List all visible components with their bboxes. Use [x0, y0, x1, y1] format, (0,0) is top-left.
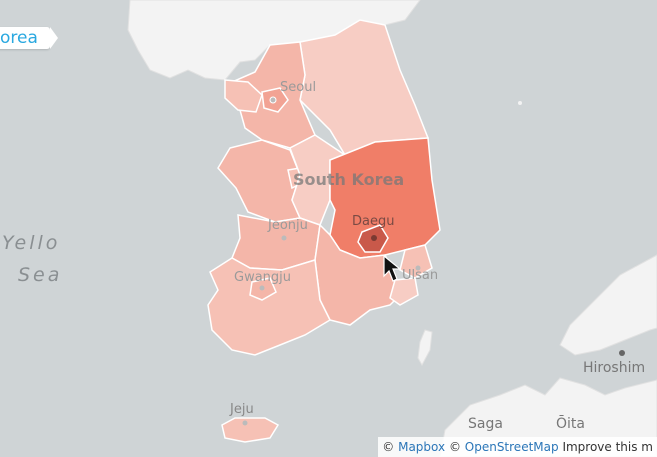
region-incheon[interactable] [224, 79, 263, 113]
daegu-marker [371, 235, 377, 241]
hiroshima-marker [619, 350, 625, 356]
seoul-marker [269, 96, 277, 104]
region-jeju[interactable] [221, 417, 280, 443]
label-daegu: Daegu [352, 214, 395, 229]
jeju-marker [242, 420, 248, 426]
region-gyeongbuk[interactable] [329, 137, 441, 259]
north-korea-land [127, 0, 421, 81]
label-seoul: Seoul [280, 80, 317, 95]
region-ulsan[interactable] [399, 244, 433, 279]
label-south-korea: South Korea [293, 170, 405, 189]
japan-land [559, 254, 657, 356]
mapbox-link[interactable]: Mapbox [398, 440, 446, 454]
region-chungbuk[interactable] [289, 134, 347, 226]
breadcrumb[interactable]: orea [0, 27, 58, 49]
copyright-mark-2: © [448, 440, 461, 454]
mouse-cursor-icon [383, 254, 402, 282]
map-attribution: © Mapbox © OpenStreetMap Improve this m [378, 437, 657, 457]
label-yellow-sea-1: Yello [2, 232, 61, 254]
label-ulsan: Ulsan [402, 268, 439, 283]
label-jeonju: Jeonju [268, 218, 308, 233]
region-jeonnam[interactable] [207, 257, 331, 356]
jeonju-marker [281, 235, 287, 241]
label-oita: Ōita [556, 416, 585, 432]
label-gwangju: Gwangju [234, 270, 292, 285]
region-busan[interactable] [389, 277, 419, 306]
label-saga: Saga [468, 416, 503, 432]
openstreetmap-link[interactable]: OpenStreetMap [464, 440, 559, 454]
region-gangwon[interactable] [299, 19, 430, 156]
label-hiroshima: Hiroshim [583, 360, 646, 376]
label-jeju: Jeju [230, 402, 254, 417]
tsushima-island [417, 329, 433, 367]
breadcrumb-label[interactable]: orea [0, 28, 38, 48]
improve-map-link[interactable]: Improve this m [562, 440, 653, 454]
ulsan-marker [415, 265, 421, 271]
copyright-mark-1: © [382, 440, 395, 454]
dokdo-island [518, 101, 522, 105]
region-chungnam[interactable] [217, 139, 302, 223]
label-yellow-sea-2: Sea [18, 264, 63, 286]
gwangju-marker [259, 285, 265, 291]
